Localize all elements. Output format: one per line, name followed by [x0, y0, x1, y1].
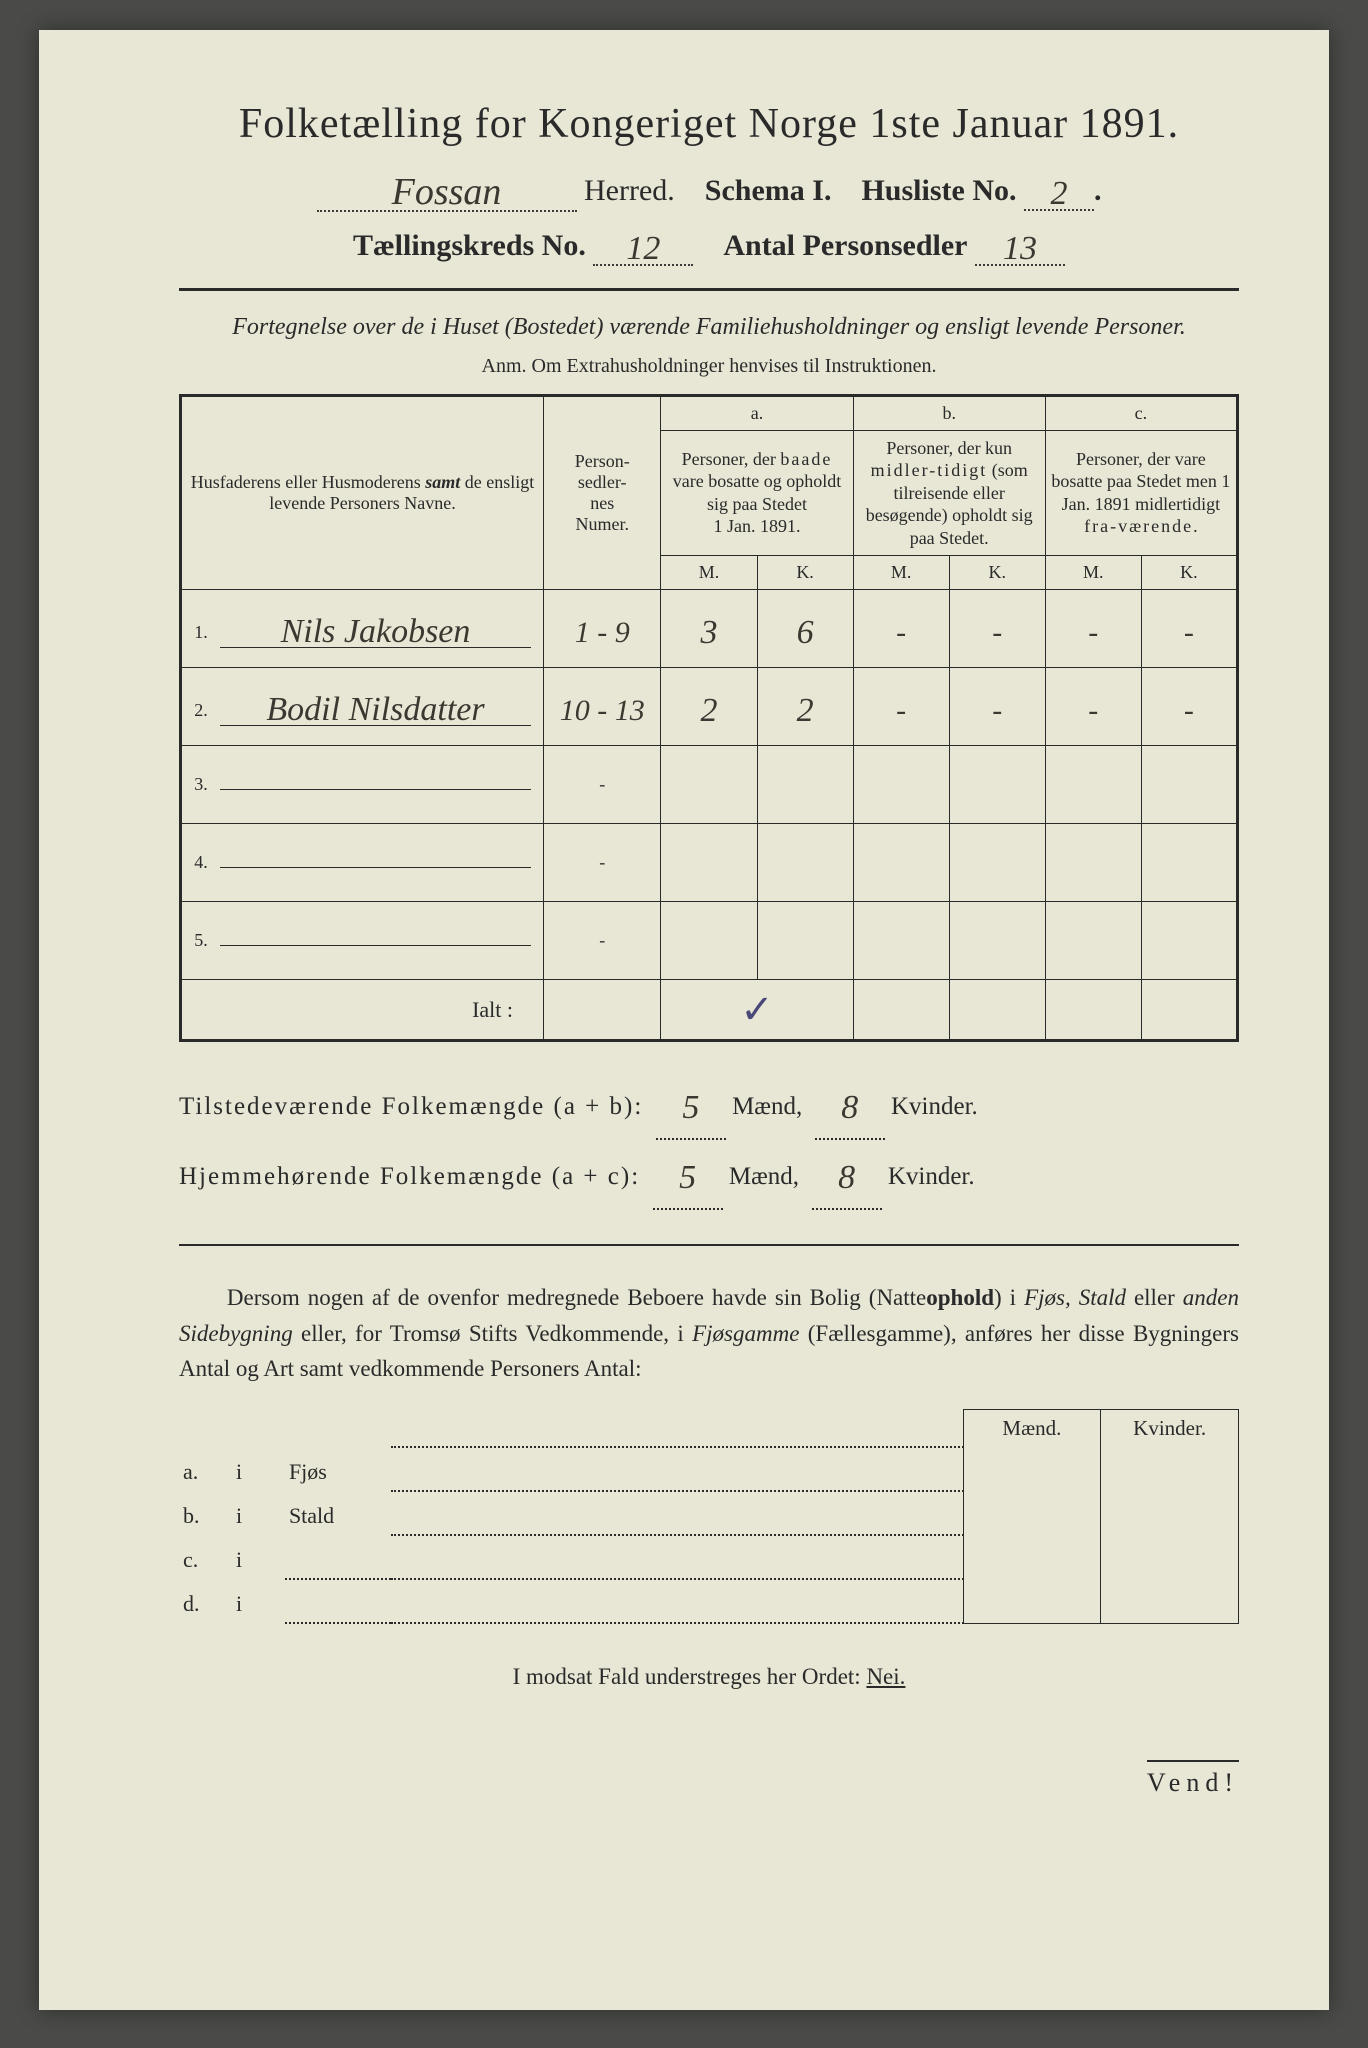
sub-i: i — [232, 1535, 285, 1579]
sub-a: c. — [179, 1535, 232, 1579]
herred-label: Herred. — [584, 174, 675, 207]
census-table: Husfaderens eller Husmoderens samt de en… — [179, 394, 1239, 1043]
table-row: 1. Nils Jakobsen 1 - 9 3 6 - - - - — [181, 590, 1238, 668]
cell: - — [1088, 694, 1098, 727]
th-a-desc: Personer, der baade vare bosatte og opho… — [661, 430, 853, 556]
checkmark-icon: ✓ — [740, 987, 774, 1032]
row-num: - — [599, 930, 605, 950]
sub-row: d. i — [179, 1579, 1239, 1623]
th-name: Husfaderens eller Husmoderens samt de en… — [181, 395, 544, 590]
table-row: 2. Bodil Nilsdatter 10 - 13 2 2 - - - - — [181, 668, 1238, 746]
building-table: Mænd. Kvinder. a. i Fjøs b. i Stald c. i… — [179, 1409, 1239, 1624]
row-num: - — [599, 774, 605, 794]
tot1-k: 8 — [841, 1089, 858, 1126]
maend-label: Mænd, — [732, 1093, 802, 1120]
cell: 2 — [797, 692, 814, 729]
husliste-label: Husliste No. — [861, 174, 1016, 207]
nei-word: Nei. — [866, 1664, 905, 1689]
cell: - — [1184, 694, 1194, 727]
kvinder-label: Kvinder. — [891, 1093, 978, 1120]
totals-block: Tilstedeværende Folkemængde (a + b): 5 M… — [179, 1070, 1239, 1210]
row-no: 5. — [194, 930, 208, 950]
row-name: Nils Jakobsen — [281, 613, 471, 650]
kreds-label: Tællingskreds No. — [353, 229, 586, 262]
census-form-page: Folketælling for Kongeriget Norge 1ste J… — [39, 30, 1329, 2010]
herred-handwritten: Fossan — [392, 171, 502, 213]
th-b: b. — [853, 395, 1045, 430]
sub-a: a. — [179, 1447, 232, 1491]
cell: - — [992, 694, 1002, 727]
tot2-k: 8 — [838, 1159, 855, 1196]
th-c-k: K. — [1141, 556, 1237, 590]
antal-label: Antal Personsedler — [723, 229, 967, 262]
cell: - — [1184, 616, 1194, 649]
sub-lbl: Stald — [285, 1491, 391, 1535]
th-a: a. — [661, 395, 853, 430]
row-no: 2. — [194, 700, 208, 720]
building-paragraph: Dersom nogen af de ovenfor medregnede Be… — [179, 1280, 1239, 1387]
sub-row: b. i Stald — [179, 1491, 1239, 1535]
cell: - — [896, 616, 906, 649]
cell: - — [992, 616, 1002, 649]
sub-a: b. — [179, 1491, 232, 1535]
row-no: 3. — [194, 774, 208, 794]
row-no: 1. — [194, 622, 208, 642]
ialt-label: Ialt : — [181, 980, 544, 1041]
row-no: 4. — [194, 852, 208, 872]
sub-row: a. i Fjøs — [179, 1447, 1239, 1491]
sub-kvinder: Kvinder. — [1101, 1410, 1239, 1448]
table-row: 4. - — [181, 824, 1238, 902]
cell: - — [896, 694, 906, 727]
anm-note: Anm. Om Extrahusholdninger henvises til … — [179, 355, 1239, 378]
cell: 2 — [700, 692, 717, 729]
kreds-no: 12 — [626, 230, 660, 267]
row-num: 10 - 13 — [560, 694, 645, 727]
tot1-label: Tilstedeværende Folkemængde (a + b): — [179, 1093, 643, 1120]
th-b-k: K. — [949, 556, 1045, 590]
divider — [179, 288, 1239, 291]
form-title: Folketælling for Kongeriget Norge 1ste J… — [179, 100, 1239, 148]
th-a-k: K. — [757, 556, 853, 590]
tot1-m: 5 — [682, 1089, 699, 1126]
th-b-m: M. — [853, 556, 949, 590]
tot2-label: Hjemmehørende Folkemængde (a + c): — [179, 1163, 640, 1190]
header-line-2: Fossan Herred. Schema I. Husliste No. 2 … — [179, 166, 1239, 212]
th-c-desc: Personer, der vare bosatte paa Stedet me… — [1045, 430, 1237, 556]
antal-no: 13 — [1003, 230, 1037, 267]
kvinder-label: Kvinder. — [888, 1163, 975, 1190]
ialt-row: Ialt : ✓ — [181, 980, 1238, 1041]
sub-row: c. i — [179, 1535, 1239, 1579]
table-row: 3. - — [181, 746, 1238, 824]
row-num: - — [599, 852, 605, 872]
sub-lbl: Fjøs — [285, 1447, 391, 1491]
cell: - — [1088, 616, 1098, 649]
vend-label: Vend! — [1147, 1760, 1239, 1798]
sub-maend: Mænd. — [963, 1410, 1101, 1448]
subtitle: Fortegnelse over de i Huset (Bostedet) v… — [179, 311, 1239, 345]
divider — [179, 1244, 1239, 1246]
sub-i: i — [232, 1447, 285, 1491]
th-a-m: M. — [661, 556, 757, 590]
header-line-3: Tællingskreds No. 12 Antal Personsedler … — [179, 226, 1239, 266]
tot2-m: 5 — [679, 1159, 696, 1196]
th-c: c. — [1045, 395, 1237, 430]
sub-a: d. — [179, 1579, 232, 1623]
husliste-no: 2 — [1050, 175, 1067, 212]
row-num: 1 - 9 — [575, 616, 630, 649]
row-name: Bodil Nilsdatter — [266, 691, 484, 728]
cell: 3 — [700, 614, 717, 651]
th-b-desc: Personer, der kun midler-tidigt (som til… — [853, 430, 1045, 556]
sub-i: i — [232, 1579, 285, 1623]
table-row: 5. - — [181, 902, 1238, 980]
maend-label: Mænd, — [729, 1163, 799, 1190]
th-c-m: M. — [1045, 556, 1141, 590]
nei-line: I modsat Fald understreges her Ordet: Ne… — [179, 1664, 1239, 1690]
th-num: Person-sedler-nesNumer. — [544, 395, 661, 590]
schema-label: Schema I. — [705, 174, 832, 207]
sub-i: i — [232, 1491, 285, 1535]
cell: 6 — [797, 614, 814, 651]
